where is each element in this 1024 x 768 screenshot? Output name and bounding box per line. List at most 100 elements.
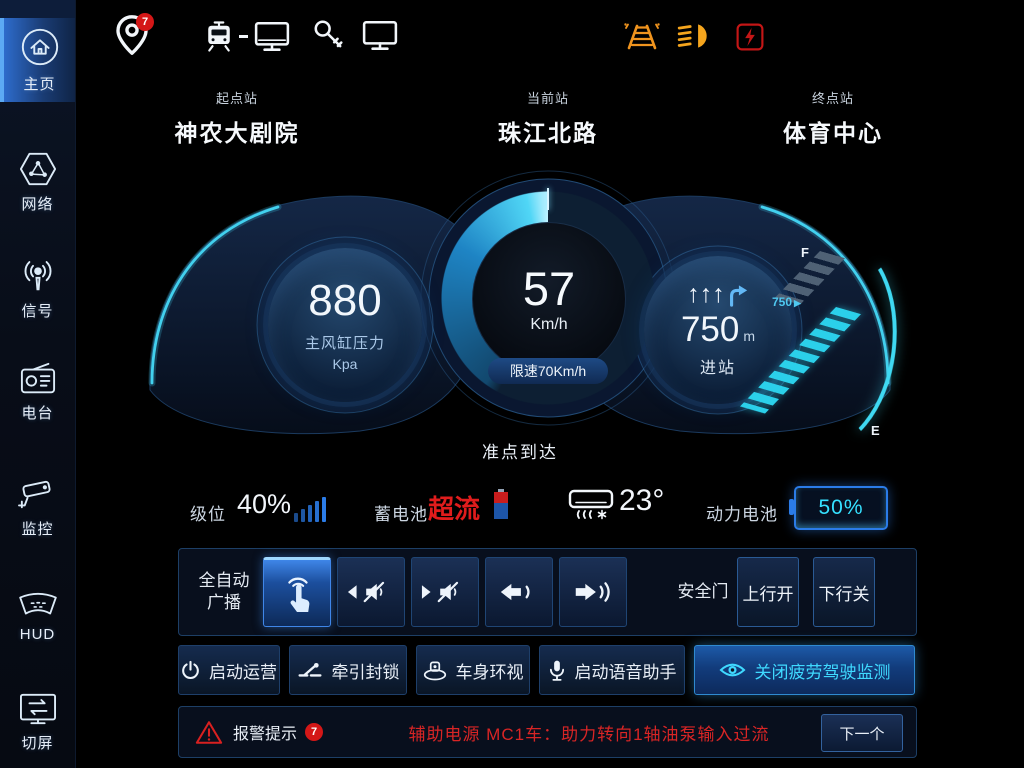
sidebar-item-label: 切屏: [21, 735, 54, 752]
broadcast-label: 全自动 广播: [198, 571, 250, 612]
level-gauge-full-label: F: [801, 245, 809, 260]
cabin-temperature: 23°: [619, 484, 665, 517]
sidebar-item-label: HUD: [19, 626, 56, 643]
power-fault-icon: [736, 23, 764, 51]
battery-state: 超流: [428, 494, 481, 524]
network-icon: [17, 150, 59, 188]
sidebar-item-radio[interactable]: 电台: [0, 350, 75, 434]
arrival-status: 准点到达: [482, 443, 558, 462]
microphone-icon: [548, 659, 566, 682]
hud-icon: [15, 591, 61, 621]
terminal-station-label: 终点站: [811, 91, 854, 106]
speed-gauge: 57 Km/h: [472, 222, 626, 376]
action-label: 启动语音助手: [574, 662, 677, 682]
sidebar-item-label: 信号: [21, 303, 54, 320]
origin-station-name: 神农大剧院: [174, 120, 300, 146]
level-value: 40%: [237, 489, 292, 519]
sidebar-item-hud[interactable]: HUD: [0, 575, 75, 659]
broadcast-prev-muted-button[interactable]: [337, 557, 405, 627]
warning-triangle-icon: [195, 720, 223, 745]
current-station-name: 珠江北路: [498, 120, 598, 146]
alarm-count-badge: 7: [305, 723, 324, 741]
terminal-station-name: 体育中心: [783, 120, 883, 146]
right-block-arrow-sound-icon: [570, 576, 616, 608]
key-icon[interactable]: [312, 18, 344, 52]
power-battery-value: 50%: [818, 496, 864, 519]
body-surround-view-button[interactable]: 车身环视: [416, 645, 530, 695]
left-block-arrow-sound-icon: [497, 576, 541, 608]
sidebar-item-label: 电台: [21, 405, 54, 422]
turn-right-arrow-icon: [727, 283, 749, 307]
level-bars-icon: [294, 494, 330, 522]
level-gauge-marker: 750 ▶: [772, 295, 801, 309]
marker-arrow: ▶: [794, 298, 801, 308]
right-arrow-speaker-muted-icon: [420, 576, 470, 608]
sidebar-item-label: 监控: [21, 521, 54, 538]
radio-icon: [17, 361, 59, 397]
pressure-label: 主风缸压力: [304, 334, 385, 352]
voice-assistant-button[interactable]: 启动语音助手: [539, 645, 685, 695]
door-broadcast-panel: 全自动 广播: [178, 548, 917, 636]
pressure-unit: Kpa: [332, 355, 358, 372]
broadcast-play-forward-button[interactable]: [559, 557, 627, 627]
switch-screen-icon: [17, 691, 59, 727]
speed-needle: [547, 188, 549, 210]
manual-broadcast-button[interactable]: [263, 557, 331, 627]
air-conditioner-icon: [568, 487, 614, 525]
dashboard-cluster: 57 Km/h 限速70Km/h 880 主风缸压力 Kpa ↑↑↑ 750 m …: [120, 155, 920, 462]
current-station-label: 当前站: [526, 91, 569, 106]
sidebar-item-label: 主页: [23, 76, 56, 93]
safety-door-label: 安全门: [677, 582, 729, 601]
broadcast-next-muted-button[interactable]: [411, 557, 479, 627]
door-up-open-button[interactable]: 上行开: [737, 557, 799, 627]
touch-hand-icon: [278, 572, 316, 614]
sidebar-item-network[interactable]: 网络: [0, 140, 75, 224]
origin-station-label: 起点站: [215, 91, 258, 106]
action-label: 关闭疲劳驾驶监测: [754, 662, 891, 682]
train-to-monitor-icon[interactable]: [205, 20, 290, 53]
action-button-row: 启动运营 牵引封锁 车身环视 启动语音助手 关闭疲劳驾驶监测: [178, 645, 915, 695]
battery-label: 蓄电池: [374, 505, 428, 524]
left-arrow-speaker-muted-icon: [346, 576, 396, 608]
lever-icon: [297, 661, 323, 679]
link-dash: [239, 35, 248, 38]
car-surround-icon: [423, 660, 447, 681]
eye-icon: [719, 661, 746, 679]
sidebar-item-home[interactable]: 主页: [0, 18, 75, 102]
headlight-warning-icon: [676, 21, 716, 51]
sidebar-item-signal[interactable]: 信号: [0, 245, 75, 329]
speed-unit: Km/h: [530, 315, 568, 333]
sidebar: 主页 网络 信号 电台: [0, 0, 76, 768]
current-station: 当前站 珠江北路: [438, 88, 658, 148]
up-arrows: ↑↑↑: [687, 280, 725, 308]
origin-station: 起点站 神农大剧院: [127, 88, 347, 148]
alarm-label: 报警提示: [233, 726, 298, 743]
start-operation-button[interactable]: 启动运营: [178, 645, 280, 695]
cctv-camera-icon: [16, 475, 60, 513]
home-icon: [19, 26, 61, 68]
power-battery-label: 动力电池: [706, 505, 778, 524]
sidebar-item-label: 网络: [21, 196, 54, 213]
level-gauge-empty-label: E: [871, 423, 880, 438]
pressure-value: 880: [308, 275, 382, 325]
battery-icon: [494, 489, 508, 519]
traction-lock-button[interactable]: 牵引封锁: [289, 645, 407, 695]
broadcast-play-back-button[interactable]: [485, 557, 553, 627]
pressure-gauge: 880 主风缸压力 Kpa: [268, 248, 422, 402]
sidebar-item-switch-screen[interactable]: 切屏: [0, 680, 75, 764]
next-alarm-button[interactable]: 下一个: [821, 714, 903, 752]
fatigue-monitoring-button[interactable]: 关闭疲劳驾驶监测: [694, 645, 915, 695]
action-label: 启动运营: [209, 662, 277, 682]
power-battery-gauge: 50%: [789, 486, 888, 530]
monitor-icon[interactable]: [362, 20, 398, 52]
alarm-panel: 报警提示 7 辅助电源 MC1车：助力转向1轴油泵输入过流 下一个: [178, 706, 917, 758]
terminal-station: 终点站 体育中心: [723, 88, 943, 148]
location-badge: 7: [136, 13, 154, 31]
door-down-close-button[interactable]: 下行关: [813, 557, 875, 627]
alarm-message: 辅助电源 MC1车：助力转向1轴油泵输入过流: [408, 724, 770, 744]
sidebar-item-monitoring[interactable]: 监控: [0, 465, 75, 549]
distance-label: 进站: [699, 360, 736, 377]
sidebar-top-strip: [0, 0, 75, 18]
signal-icon: [17, 253, 59, 295]
railway-warning-icon: [622, 20, 662, 52]
